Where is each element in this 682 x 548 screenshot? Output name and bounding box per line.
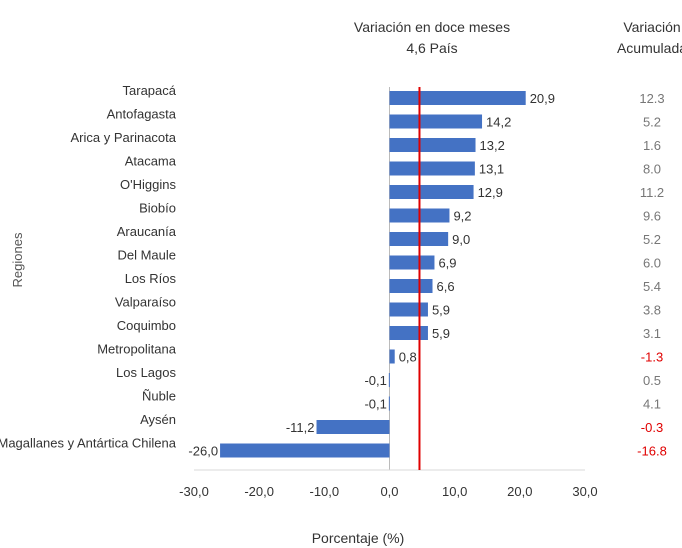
x-tick-label: -10,0	[310, 484, 340, 499]
accumulated-value: 3.8	[643, 303, 661, 318]
data-label: -11,2	[286, 420, 315, 435]
accumulated-value: 4.1	[643, 397, 661, 412]
data-label: 12,9	[478, 185, 503, 200]
x-tick-label: -30,0	[179, 484, 209, 499]
category-label: Araucanía	[117, 224, 177, 239]
bar	[389, 326, 428, 340]
bar	[389, 302, 428, 317]
x-tick-label: -20,0	[244, 484, 274, 499]
bar	[389, 349, 395, 364]
accumulated-value: -16.8	[637, 444, 667, 459]
accumulated-value: 11.2	[640, 185, 664, 200]
accumulated-value: -1.3	[641, 350, 663, 365]
chart-marks: Tarapacá 20,9 12.3 Antofagasta 14,2 5.2 Arica …	[0, 83, 667, 499]
data-label: 6,6	[437, 279, 455, 294]
accumulated-value: 6.0	[643, 256, 661, 271]
category-label: Biobío	[139, 201, 176, 216]
accumulated-header-line2: Acumulada	[617, 40, 682, 56]
bar	[389, 161, 475, 176]
category-label: Metropolitana	[97, 342, 177, 357]
x-axis-label: Porcentaje (%)	[312, 530, 405, 546]
accumulated-header-line1: Variación	[623, 19, 680, 35]
bar	[316, 420, 390, 434]
category-label: Del Maule	[117, 248, 176, 263]
category-label: Valparaíso	[115, 295, 176, 310]
x-tick-label: 30,0	[572, 484, 597, 499]
data-label: 5,9	[432, 303, 450, 318]
x-tick-label: 0,0	[380, 484, 398, 499]
category-label: Antofagasta	[107, 107, 177, 122]
bar	[389, 279, 433, 293]
data-label: 20,9	[530, 91, 555, 106]
bar	[389, 114, 483, 129]
data-label: -26,0	[188, 444, 218, 459]
bar	[388, 396, 390, 411]
accumulated-value: 5.2	[643, 115, 661, 130]
accumulated-value: 8.0	[643, 162, 661, 177]
y-axis-label: Regiones	[10, 232, 25, 287]
data-label: 5,9	[432, 326, 450, 341]
category-label: Los Ríos	[125, 271, 177, 286]
data-label: 13,1	[479, 162, 504, 177]
category-label: Aysén	[140, 412, 176, 427]
chart-subtitle: 4,6 País	[406, 40, 457, 56]
bar	[389, 91, 526, 105]
accumulated-value: 12.3	[639, 91, 664, 106]
data-label: 9,0	[452, 232, 470, 247]
accumulated-value: 1.6	[643, 138, 661, 153]
category-label: Los Lagos	[116, 365, 176, 380]
data-label: -0,1	[364, 373, 386, 388]
bar	[220, 443, 390, 458]
category-label: O'Higgins	[120, 177, 176, 192]
accumulated-value: 9.6	[643, 209, 661, 224]
accumulated-value: -0.3	[641, 420, 663, 435]
accumulated-value: 5.2	[643, 232, 661, 247]
category-label: Magallanes y Antártica Chilena	[0, 436, 177, 451]
accumulated-value: 3.1	[643, 326, 661, 341]
category-label: Arica y Parinacota	[71, 130, 177, 145]
category-label: Tarapacá	[123, 83, 177, 98]
bar	[388, 373, 390, 387]
bar	[389, 138, 476, 152]
chart-title: Variación en doce meses	[354, 19, 510, 35]
data-label: 9,2	[453, 209, 471, 224]
x-tick-label: 20,0	[507, 484, 532, 499]
data-label: 0,8	[399, 350, 417, 365]
category-label: Ñuble	[142, 389, 176, 404]
bar	[389, 255, 435, 270]
data-label: 13,2	[480, 138, 505, 153]
data-label: 14,2	[486, 115, 511, 130]
data-label: -0,1	[364, 397, 386, 412]
bar	[389, 185, 474, 199]
accumulated-value: 5.4	[643, 279, 661, 294]
accumulated-value: 0.5	[643, 373, 661, 388]
category-label: Coquimbo	[117, 318, 176, 333]
data-label: 6,9	[438, 256, 456, 271]
category-label: Atacama	[125, 154, 177, 169]
x-tick-label: 10,0	[442, 484, 467, 499]
